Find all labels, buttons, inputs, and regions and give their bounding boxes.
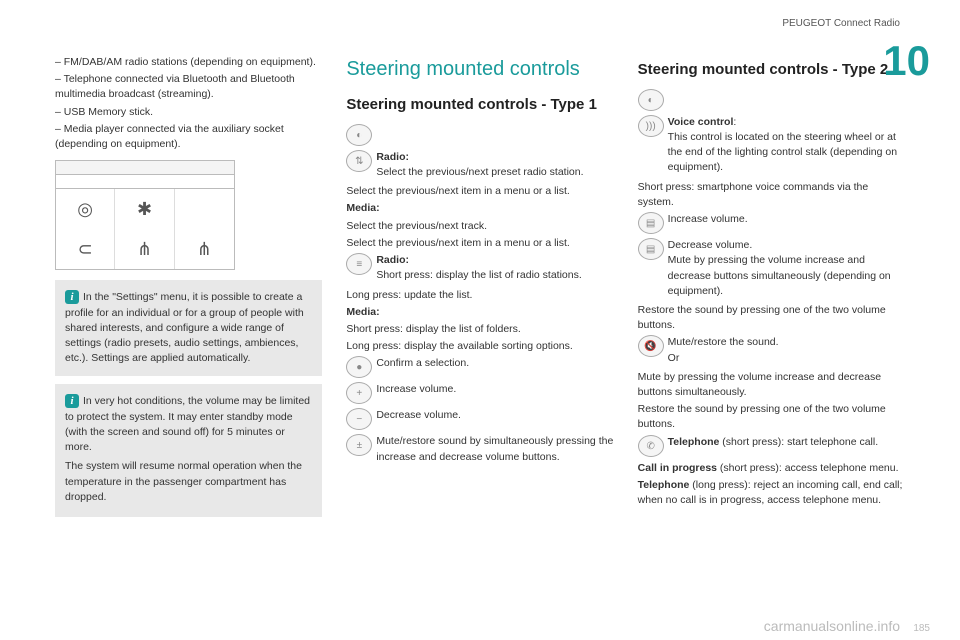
dec-text: Decrease volume. [376, 408, 613, 423]
mute-label: Mute/restore the sound. [668, 336, 779, 348]
tel2-label: Telephone [638, 479, 690, 491]
mute-icon: 🔇 [638, 335, 664, 357]
media-label: Media: [346, 202, 379, 214]
bullet-1: – FM/DAB/AM radio stations (depending on… [55, 55, 322, 70]
media-text2: Select the previous/next item in a menu … [346, 236, 613, 251]
dec3-text: Restore the sound by pressing one of the… [638, 303, 905, 333]
mute2-row: 🔇 Mute/restore the sound. Or [638, 335, 905, 365]
radio2-text: Short press: display the list of radio s… [376, 269, 581, 281]
page-content: – FM/DAB/AM radio stations (depending on… [0, 0, 960, 545]
media-top-row [56, 161, 234, 175]
info-text-2a: In very hot conditions, the volume may b… [65, 395, 310, 453]
chapter-number: 10 [883, 40, 930, 82]
volume-up-icon: ▤ [638, 212, 664, 234]
radio-icon: ◎ [56, 189, 115, 229]
usb-icon-1: ⋔ [115, 229, 174, 269]
info-text-1: In the "Settings" menu, it is possible t… [65, 291, 304, 364]
mute2-text: Mute by pressing the volume increase and… [638, 370, 905, 400]
subheading-type2: Steering mounted controls - Type 2 [638, 59, 905, 81]
mute3-text: Restore the sound by pressing one of the… [638, 402, 905, 432]
column-3: Steering mounted controls - Type 2 ◐ )))… [638, 55, 905, 525]
info-text-2b: The system will resume normal operation … [65, 459, 312, 505]
info-icon: i [65, 394, 79, 408]
mute-icon: ± [346, 434, 372, 456]
radio-row: ⇅ Radio: Select the previous/next preset… [346, 150, 613, 180]
phone-icon: ✆ [638, 435, 664, 457]
subheading-type1: Steering mounted controls - Type 1 [346, 94, 613, 116]
or-text: Or [668, 352, 680, 364]
section-heading: Steering mounted controls [346, 55, 613, 84]
watermark: carmanualsonline.info [764, 618, 900, 634]
radio2-label: Radio: [376, 254, 409, 266]
blank-icon [175, 189, 234, 229]
confirm-text: Confirm a selection. [376, 356, 613, 371]
column-2: Steering mounted controls Steering mount… [346, 55, 613, 525]
media-source-diagram: ◎ ✱ ⊂ ⋔ ⋔ [55, 160, 235, 270]
tel-row: ✆ Telephone (short press): start telepho… [638, 435, 905, 457]
info-box-settings: i In the "Settings" menu, it is possible… [55, 280, 322, 376]
info-icon: i [65, 290, 79, 304]
radio-label: Radio: [376, 151, 409, 163]
voice-icon: ))) [638, 115, 664, 137]
radio2-text2: Long press: update the list. [346, 288, 613, 303]
wheel-icon-row: ◐ [346, 124, 613, 146]
media-icon-grid: ◎ ✱ ⊂ ⋔ ⋔ [56, 189, 234, 269]
voice-text: This control is located on the steering … [668, 131, 897, 173]
inc-row: + Increase volume. [346, 382, 613, 404]
header-title: PEUGEOT Connect Radio [782, 18, 900, 29]
bullet-3: – USB Memory stick. [55, 105, 322, 120]
voice-text2: Short press: smartphone voice commands v… [638, 180, 905, 210]
tel-text: (short press): start telephone call. [719, 436, 878, 448]
dec2-row: ▤ Decrease volume. Mute by pressing the … [638, 238, 905, 299]
bullet-2: – Telephone connected via Bluetooth and … [55, 72, 322, 102]
radio-text2: Select the previous/next item in a menu … [346, 184, 613, 199]
column-1: – FM/DAB/AM radio stations (depending on… [55, 55, 322, 525]
inc2-row: ▤ Increase volume. [638, 212, 905, 234]
volume-up-icon: + [346, 382, 372, 404]
voice-label: Voice control [668, 116, 734, 128]
media2-text: Short press: display the list of folders… [346, 322, 613, 337]
volume-down-icon: ▤ [638, 238, 664, 260]
media-second-row [56, 175, 234, 189]
info-box-heat: i In very hot conditions, the volume may… [55, 384, 322, 517]
scroll-icon: ⇅ [346, 150, 372, 172]
page-number: 185 [913, 623, 930, 634]
cip-text: (short press): access telephone menu. [717, 462, 899, 474]
confirm-icon: ● [346, 356, 372, 378]
aux-icon: ⊂ [56, 229, 115, 269]
inc2-text: Increase volume. [668, 212, 905, 227]
cip-label: Call in progress [638, 462, 717, 474]
mute-row: ± Mute/restore sound by simultaneously p… [346, 434, 613, 464]
voice-row: ))) Voice control: This control is locat… [638, 115, 905, 176]
radio-text: Select the previous/next preset radio st… [376, 166, 583, 178]
steering-wheel-icon: ◐ [638, 89, 664, 111]
radio2-row: ≡ Radio: Short press: display the list o… [346, 253, 613, 283]
media2-label: Media: [346, 306, 379, 318]
inc-text: Increase volume. [376, 382, 613, 397]
bluetooth-icon: ✱ [115, 189, 174, 229]
tel-label: Telephone [668, 436, 720, 448]
dec-row: − Decrease volume. [346, 408, 613, 430]
mute-text: Mute/restore sound by simultaneously pre… [376, 434, 613, 464]
media2-text2: Long press: display the available sortin… [346, 339, 613, 354]
dec2-text: Decrease volume. [668, 239, 753, 251]
dec2b-text: Mute by pressing the volume increase and… [668, 254, 891, 296]
list-icon: ≡ [346, 253, 372, 275]
confirm-row: ● Confirm a selection. [346, 356, 613, 378]
usb-icon-2: ⋔ [175, 229, 234, 269]
steering-wheel-icon: ◐ [346, 124, 372, 146]
media-text: Select the previous/next track. [346, 219, 613, 234]
bullet-4: – Media player connected via the auxilia… [55, 122, 322, 152]
wheel-icon-row-2: ◐ [638, 89, 905, 111]
volume-down-icon: − [346, 408, 372, 430]
